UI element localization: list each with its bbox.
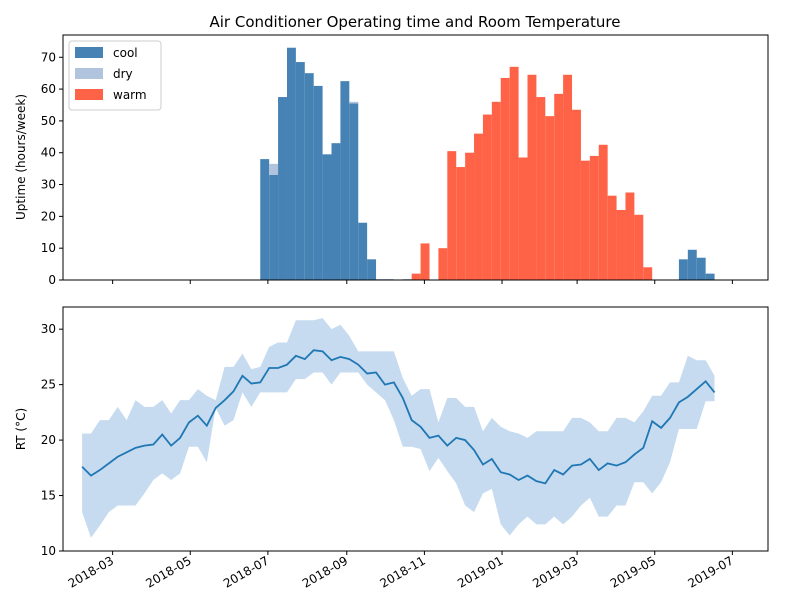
bar-cool-2018-07-23 xyxy=(295,62,305,280)
bar-cool-2018-08-20 xyxy=(331,143,341,280)
uptime-y-tick-label: 60 xyxy=(41,82,56,96)
rt-y-tick-label: 15 xyxy=(41,489,56,503)
bar-dry-2018-09-03 xyxy=(349,101,359,104)
bar-cool-2018-07-09 xyxy=(278,97,287,280)
uptime-y-tick-label: 70 xyxy=(41,50,56,64)
rt-range-band xyxy=(82,318,715,538)
bar-warm-2019-03-25 xyxy=(607,195,617,280)
bar-cool-2018-08-06 xyxy=(313,85,323,280)
rt-y-tick-label: 25 xyxy=(41,378,56,392)
bar-warm-2018-11-19 xyxy=(447,151,457,280)
bar-cool-2019-05-27 xyxy=(687,249,697,280)
bar-cool-2019-06-03 xyxy=(696,257,706,280)
bar-dry-2018-07-02 xyxy=(269,163,279,175)
bar-warm-2018-12-03 xyxy=(465,152,475,280)
x-tick-label: 2019-05 xyxy=(608,553,658,590)
uptime-plot: 0 10 20 30 40 50 60 70 Uptime (hours/week) cool… xyxy=(14,34,769,287)
uptime-plot-frame xyxy=(62,34,769,281)
x-tick-label: 2018-07 xyxy=(221,553,271,590)
bar-warm-2018-10-22 xyxy=(411,273,421,280)
rt-mean-line xyxy=(81,349,716,485)
bar-warm-2019-04-22 xyxy=(643,267,653,280)
x-tick-label: 2019-01 xyxy=(455,553,505,590)
rt-y-tick-label: 20 xyxy=(41,433,56,447)
rt-y-tick-label: 10 xyxy=(41,544,56,558)
uptime-bars xyxy=(260,47,715,281)
legend-label-dry: dry xyxy=(113,67,133,81)
bar-cool-2018-08-27 xyxy=(340,81,350,280)
bar-warm-2018-12-24 xyxy=(491,101,501,280)
bar-warm-2019-02-25 xyxy=(572,109,581,281)
uptime-y-axis: 0 10 20 30 40 50 60 70 xyxy=(41,50,63,287)
bar-warm-2019-01-14 xyxy=(518,157,528,280)
legend-label-warm: warm xyxy=(113,88,147,102)
x-tick-label: 2019-03 xyxy=(530,553,580,590)
x-tick-label: 2018-11 xyxy=(377,553,427,590)
bar-warm-2019-03-18 xyxy=(598,144,608,280)
x-tick-label: 2018-03 xyxy=(66,553,116,590)
rt-y-axis: 10 15 20 25 30 xyxy=(41,322,63,558)
bar-warm-2019-02-11 xyxy=(554,93,564,280)
bar-warm-2018-12-17 xyxy=(482,114,492,280)
bar-cool-2019-05-20 xyxy=(678,259,688,280)
x-tick-label: 2018-09 xyxy=(300,553,350,590)
uptime-y-tick-label: 30 xyxy=(41,178,56,192)
bar-cool-2018-08-13 xyxy=(322,154,332,280)
bar-cool-2019-06-10 xyxy=(705,273,715,280)
bar-warm-2019-01-28 xyxy=(536,97,546,280)
bar-warm-2018-11-26 xyxy=(456,167,466,280)
rt-plot-frame xyxy=(62,306,769,552)
legend-swatch-dry xyxy=(75,68,103,79)
chart-title: Air Conditioner Operating time and Room … xyxy=(209,13,620,31)
legend: cool dry warm xyxy=(68,40,162,111)
uptime-y-label: Uptime (hours/week) xyxy=(14,94,28,220)
bar-warm-2018-12-31 xyxy=(500,77,510,280)
bar-warm-2019-04-08 xyxy=(625,192,635,280)
bar-cool-2018-09-10 xyxy=(358,222,368,280)
uptime-y-tick-label: 40 xyxy=(41,146,56,160)
bar-warm-2019-01-21 xyxy=(527,74,537,281)
bar-cool-2018-07-16 xyxy=(286,47,296,281)
bar-warm-2019-03-04 xyxy=(580,160,590,280)
legend-swatch-warm xyxy=(75,89,103,100)
bar-warm-2018-11-12 xyxy=(438,248,448,280)
bar-warm-2019-04-01 xyxy=(616,210,626,280)
x-tick-label: 2018-05 xyxy=(143,553,193,590)
rt-y-label: RT (°C) xyxy=(14,408,28,450)
uptime-x-ticks xyxy=(112,280,733,284)
bar-cool-2018-09-03 xyxy=(349,103,359,280)
bar-cool-2018-07-30 xyxy=(304,73,314,281)
rt-y-tick-label: 30 xyxy=(41,322,56,336)
uptime-y-tick-label: 20 xyxy=(41,209,56,223)
bar-warm-2019-03-11 xyxy=(589,155,599,280)
bar-warm-2019-02-04 xyxy=(545,116,555,280)
bar-warm-2018-12-10 xyxy=(474,133,483,280)
bar-warm-2018-10-29 xyxy=(420,243,430,280)
bar-cool-2018-06-25 xyxy=(260,159,270,280)
bar-cool-2018-07-02 xyxy=(269,175,279,280)
bar-warm-2019-02-18 xyxy=(563,74,573,281)
bar-warm-2019-01-07 xyxy=(509,66,519,280)
legend-swatch-cool xyxy=(75,47,103,58)
uptime-y-tick-label: 10 xyxy=(41,241,56,255)
legend-label-cool: cool xyxy=(113,46,138,60)
bar-warm-2019-04-15 xyxy=(634,214,644,280)
rt-x-axis: 2018-03 2018-05 2018-07 2018-09 2018-11 2019-… xyxy=(66,551,736,591)
uptime-y-tick-label: 0 xyxy=(48,273,56,287)
x-tick-label: 2019-07 xyxy=(685,553,735,590)
bar-cool-2018-09-17 xyxy=(367,259,377,280)
uptime-y-tick-label: 50 xyxy=(41,114,56,128)
